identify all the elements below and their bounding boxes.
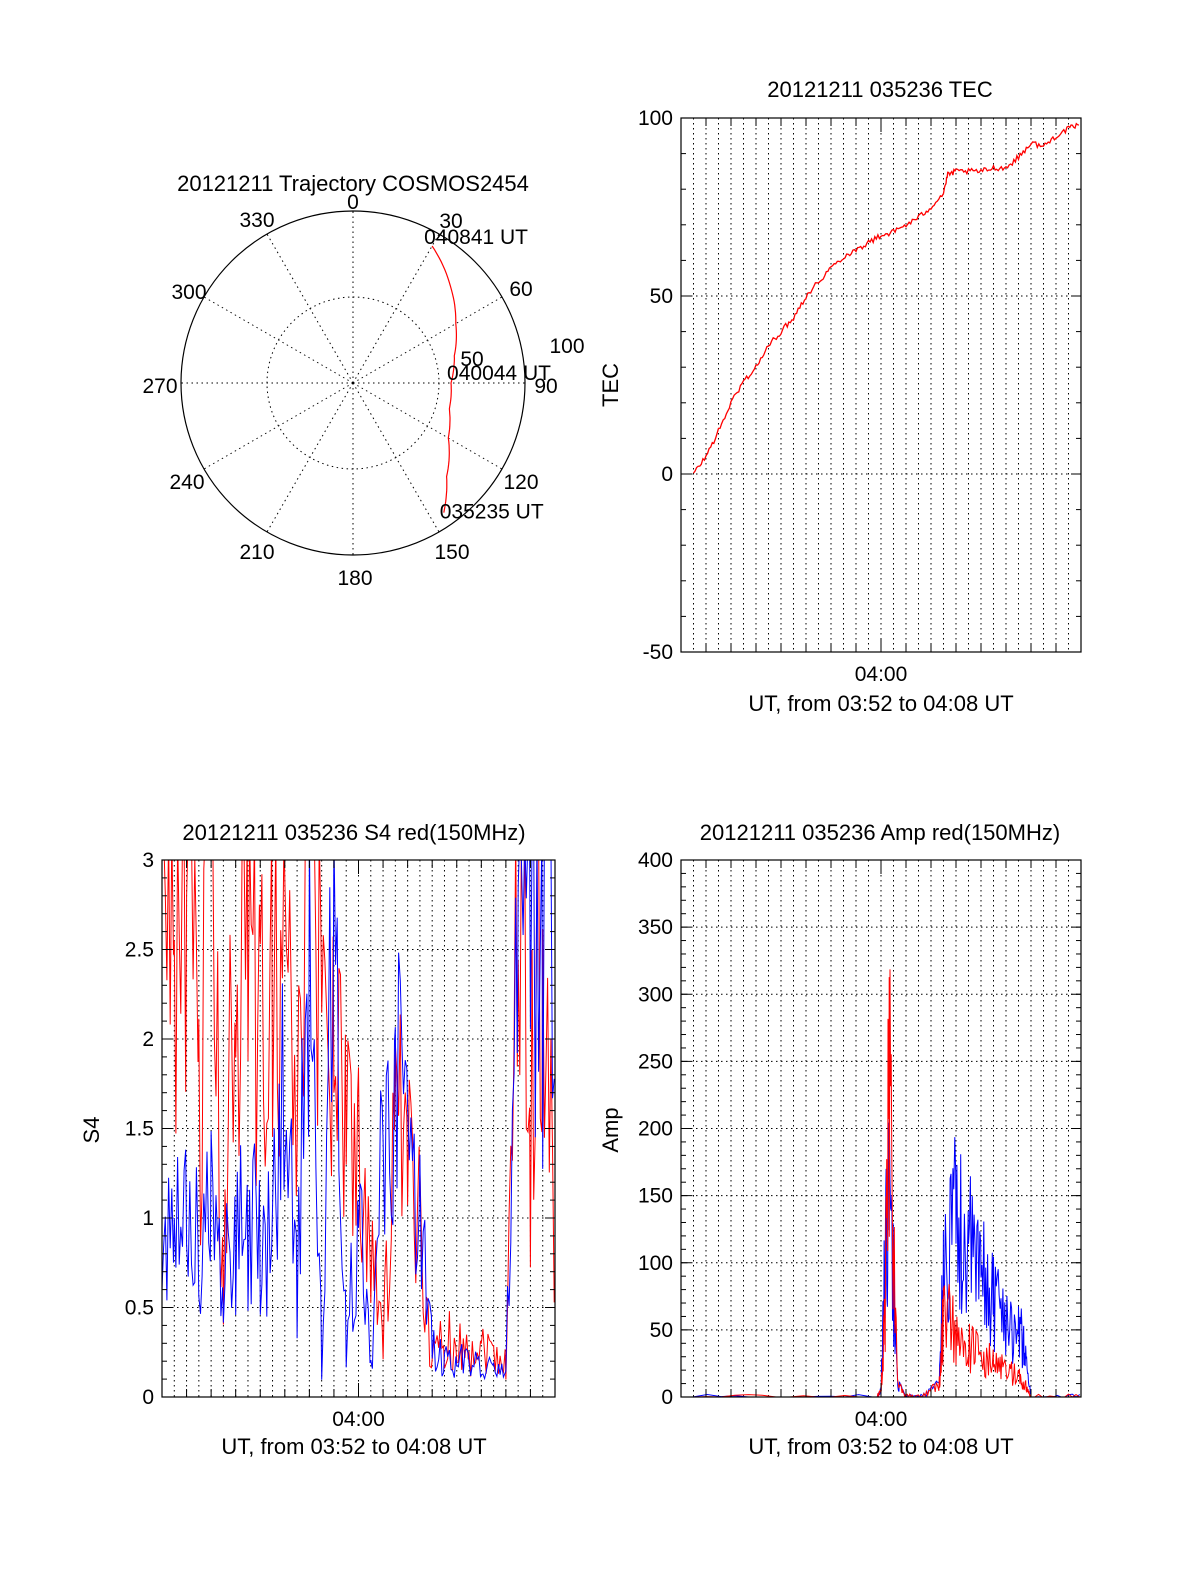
- polar-outer-circle: [180, 210, 526, 556]
- polar-angle-label: 30: [439, 210, 462, 233]
- amp-title: 20121211 035236 Amp red(150MHz): [700, 820, 1060, 845]
- s4-ylabel: S4: [79, 1117, 104, 1144]
- polar-angle-label: 0: [347, 191, 359, 214]
- polar-radial-label: 50: [460, 348, 483, 371]
- polar-spoke: [352, 296, 503, 384]
- polar-angle-label: 180: [337, 567, 372, 590]
- y-tick-label: 2: [142, 1028, 154, 1051]
- s4-xlabel: UT, from 03:52 to 04:08 UT: [221, 1434, 486, 1459]
- polar-angle-label: 270: [142, 375, 177, 398]
- polar-spoke: [352, 233, 440, 384]
- trajectory-title: 20121211 Trajectory COSMOS2454: [177, 171, 529, 196]
- x-tick-label: 04:00: [855, 663, 908, 686]
- y-tick-label: 50: [650, 1319, 673, 1342]
- trajectory-time-label: 040841 UT: [424, 226, 528, 249]
- plot-frame: [680, 859, 1082, 1398]
- polar-spoke: [352, 382, 503, 470]
- trajectory-polar-chart: 20121211 Trajectory COSMOS2454 0 30 60 90 12…: [142, 171, 584, 590]
- y-tick-label: 1.5: [125, 1118, 154, 1141]
- data-line: [693, 1114, 1081, 1397]
- y-tick-label: 150: [638, 1185, 673, 1208]
- amp-chart: 20121211 035236 Amp red(150MHz) 0 50 100 15…: [598, 820, 1082, 1459]
- y-tick-label: 400: [638, 849, 673, 872]
- y-tick-label: 200: [638, 1118, 673, 1141]
- x-tick-label: 04:00: [855, 1408, 908, 1431]
- plot-frame: [680, 117, 1082, 653]
- y-tick-label: 100: [638, 107, 673, 130]
- y-tick-label: -50: [643, 641, 673, 664]
- y-tick-label: 2.5: [125, 939, 154, 962]
- polar-angle-label: 330: [239, 209, 274, 232]
- tec-chart: 20121211 035236 TEC -50 0 50 100 04:00 UT, f…: [598, 77, 1082, 716]
- tec-xlabel: UT, from 03:52 to 04:08 UT: [748, 691, 1013, 716]
- polar-radial-label: 100: [549, 335, 584, 358]
- polar-angle-label: 60: [509, 278, 532, 301]
- s4-title: 20121211 035236 S4 red(150MHz): [182, 820, 525, 845]
- polar-angle-label: 120: [503, 471, 538, 494]
- y-tick-label: 0: [661, 1386, 673, 1409]
- y-tick-label: 1: [142, 1207, 154, 1230]
- trajectory-time-label: 040044 UT: [447, 362, 551, 385]
- polar-angle-label: 150: [434, 541, 469, 564]
- tec-title: 20121211 035236 TEC: [767, 77, 993, 102]
- polar-angle-label: 240: [169, 471, 204, 494]
- y-tick-label: 50: [650, 285, 673, 308]
- polar-spoke: [266, 233, 354, 384]
- tec-ylabel: TEC: [598, 363, 623, 407]
- amp-xlabel: UT, from 03:52 to 04:08 UT: [748, 1434, 1013, 1459]
- plot-frame: [161, 859, 556, 1398]
- s4-chart: 20121211 035236 S4 red(150MHz) 0 0.5 1 1.5 2…: [79, 820, 556, 1459]
- polar-angle-label: 210: [239, 541, 274, 564]
- y-tick-label: 300: [638, 983, 673, 1006]
- polar-spoke: [203, 382, 354, 470]
- data-line: [692, 122, 1080, 474]
- amp-ylabel: Amp: [598, 1107, 623, 1152]
- polar-spoke: [352, 382, 440, 533]
- y-tick-label: 3: [142, 849, 154, 872]
- data-line: [162, 860, 555, 1381]
- y-tick-label: 250: [638, 1050, 673, 1073]
- x-tick-label: 04:00: [332, 1408, 385, 1431]
- y-tick-label: 0.5: [125, 1297, 154, 1320]
- y-tick-label: 0: [661, 463, 673, 486]
- polar-angle-label: 90: [534, 375, 557, 398]
- trajectory-time-label: 035235 UT: [440, 501, 544, 524]
- y-tick-label: 350: [638, 916, 673, 939]
- data-line: [693, 969, 1081, 1397]
- polar-spoke: [203, 296, 354, 384]
- trajectory-line: [431, 245, 457, 513]
- polar-spoke: [266, 382, 354, 533]
- polar-angle-label: 300: [171, 281, 206, 304]
- data-line: [163, 860, 555, 1380]
- y-tick-label: 0: [142, 1386, 154, 1409]
- y-tick-label: 100: [638, 1252, 673, 1275]
